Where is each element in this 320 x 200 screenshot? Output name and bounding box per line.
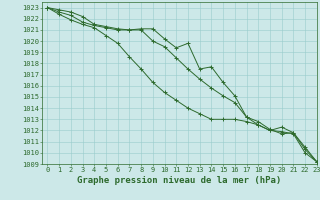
X-axis label: Graphe pression niveau de la mer (hPa): Graphe pression niveau de la mer (hPa) xyxy=(77,176,281,185)
